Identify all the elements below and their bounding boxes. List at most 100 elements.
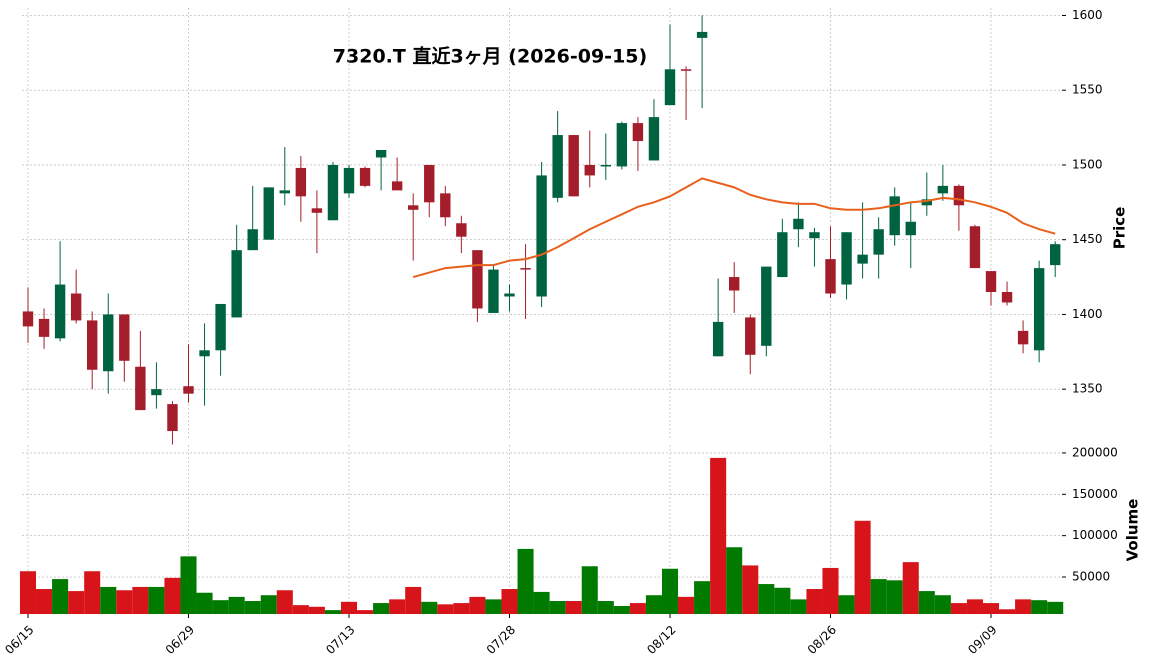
volume-bar <box>148 586 165 614</box>
volume-bar <box>421 601 438 614</box>
y-tick-label: 1500 <box>1072 157 1103 171</box>
volume-bar <box>1047 601 1064 614</box>
candle-body <box>359 167 371 186</box>
candle-body <box>231 250 242 318</box>
candle-body <box>584 164 595 176</box>
chart-title: 7320.T 直近3ヶ月 (2026-09-15) <box>333 45 647 68</box>
candle-body <box>1017 330 1029 345</box>
x-tick-label: 06/15 <box>2 623 36 657</box>
volume-bar <box>389 599 406 614</box>
y-tick-label: 1550 <box>1072 83 1103 97</box>
candle-body <box>520 268 531 270</box>
candle-body <box>135 366 146 411</box>
volume-bar <box>726 547 743 614</box>
volume-bar <box>373 603 390 614</box>
candle-body <box>793 218 804 230</box>
volume-bar <box>453 603 470 614</box>
y-tick-label: 100000 <box>1072 528 1118 542</box>
y-tick-label: 1350 <box>1072 382 1103 396</box>
candle-body <box>440 193 451 218</box>
volume-bar <box>902 562 919 614</box>
candle-body <box>712 321 724 357</box>
moving-average-line <box>412 177 1056 279</box>
candle-body <box>680 69 692 71</box>
candle-body <box>119 314 130 361</box>
candle-body <box>857 254 868 264</box>
candle-body <box>456 223 467 237</box>
candle-body <box>632 123 644 142</box>
volume-bar <box>164 577 181 614</box>
candle-body <box>777 232 788 278</box>
volume-bar <box>292 605 309 614</box>
candle-body <box>247 229 258 251</box>
volume-bar <box>838 595 855 614</box>
volume-bar <box>84 571 101 614</box>
y-tick-label: 50000 <box>1072 570 1110 584</box>
volume-bar <box>790 599 807 614</box>
candle-body <box>327 164 339 221</box>
candle-body <box>391 181 403 191</box>
candle-body <box>54 284 66 339</box>
volume-bar <box>982 603 1000 614</box>
candle-body <box>648 117 660 161</box>
volume-bar <box>613 605 630 614</box>
volume-bar <box>19 571 37 614</box>
candle-body <box>103 314 114 372</box>
candle-body <box>279 190 290 194</box>
x-tick-label: 06/29 <box>163 623 197 657</box>
volume-bar <box>774 587 791 614</box>
candle-body <box>408 205 419 210</box>
x-tick-label: 08/12 <box>644 623 678 657</box>
candle-body <box>1001 292 1013 303</box>
y-tick-label: 1600 <box>1072 8 1103 22</box>
candle-body <box>905 221 916 236</box>
volume-bar <box>645 595 662 614</box>
candle-body <box>809 232 820 239</box>
volume-bar <box>966 599 983 614</box>
candle-body <box>424 164 435 203</box>
candle-body <box>167 404 178 432</box>
candle-body <box>568 135 579 197</box>
volume-bar <box>758 584 775 614</box>
candle-body <box>375 150 387 158</box>
candle-body <box>536 175 547 297</box>
volume-bar <box>806 589 823 614</box>
volume-bar <box>196 592 213 614</box>
candle-body <box>985 271 997 293</box>
candle-body <box>504 293 515 297</box>
volume-bar <box>678 596 695 614</box>
candle-body <box>937 185 949 194</box>
volume-bar <box>308 606 325 614</box>
candle-body <box>87 320 98 370</box>
volume-bar <box>485 599 502 614</box>
volume-bar <box>357 610 374 614</box>
candle-body <box>953 185 965 206</box>
candle-body <box>70 293 82 321</box>
volume-bar <box>661 568 679 614</box>
candle-body <box>696 31 708 38</box>
candle-body <box>183 386 194 394</box>
volume-bar <box>68 591 85 614</box>
candle-body <box>199 350 210 357</box>
volume-bar <box>517 548 534 614</box>
candle-body <box>1033 268 1045 351</box>
volume-bar <box>276 590 293 614</box>
candle-body <box>761 266 772 346</box>
candle-body <box>600 164 611 167</box>
candle-body <box>664 69 676 106</box>
volume-bar <box>212 600 229 614</box>
volume-bar <box>742 565 759 614</box>
candle-body <box>472 250 483 309</box>
candle-body <box>552 135 563 198</box>
volume-bar <box>934 595 951 614</box>
volume-bar <box>437 604 454 614</box>
volume-bar <box>918 591 935 614</box>
volume-bar <box>228 596 245 614</box>
x-tick-label: 09/09 <box>965 623 999 657</box>
volume-bar <box>324 610 341 614</box>
volume-bar <box>340 601 358 614</box>
volume-bar <box>260 595 277 614</box>
volume-bar <box>565 601 582 614</box>
